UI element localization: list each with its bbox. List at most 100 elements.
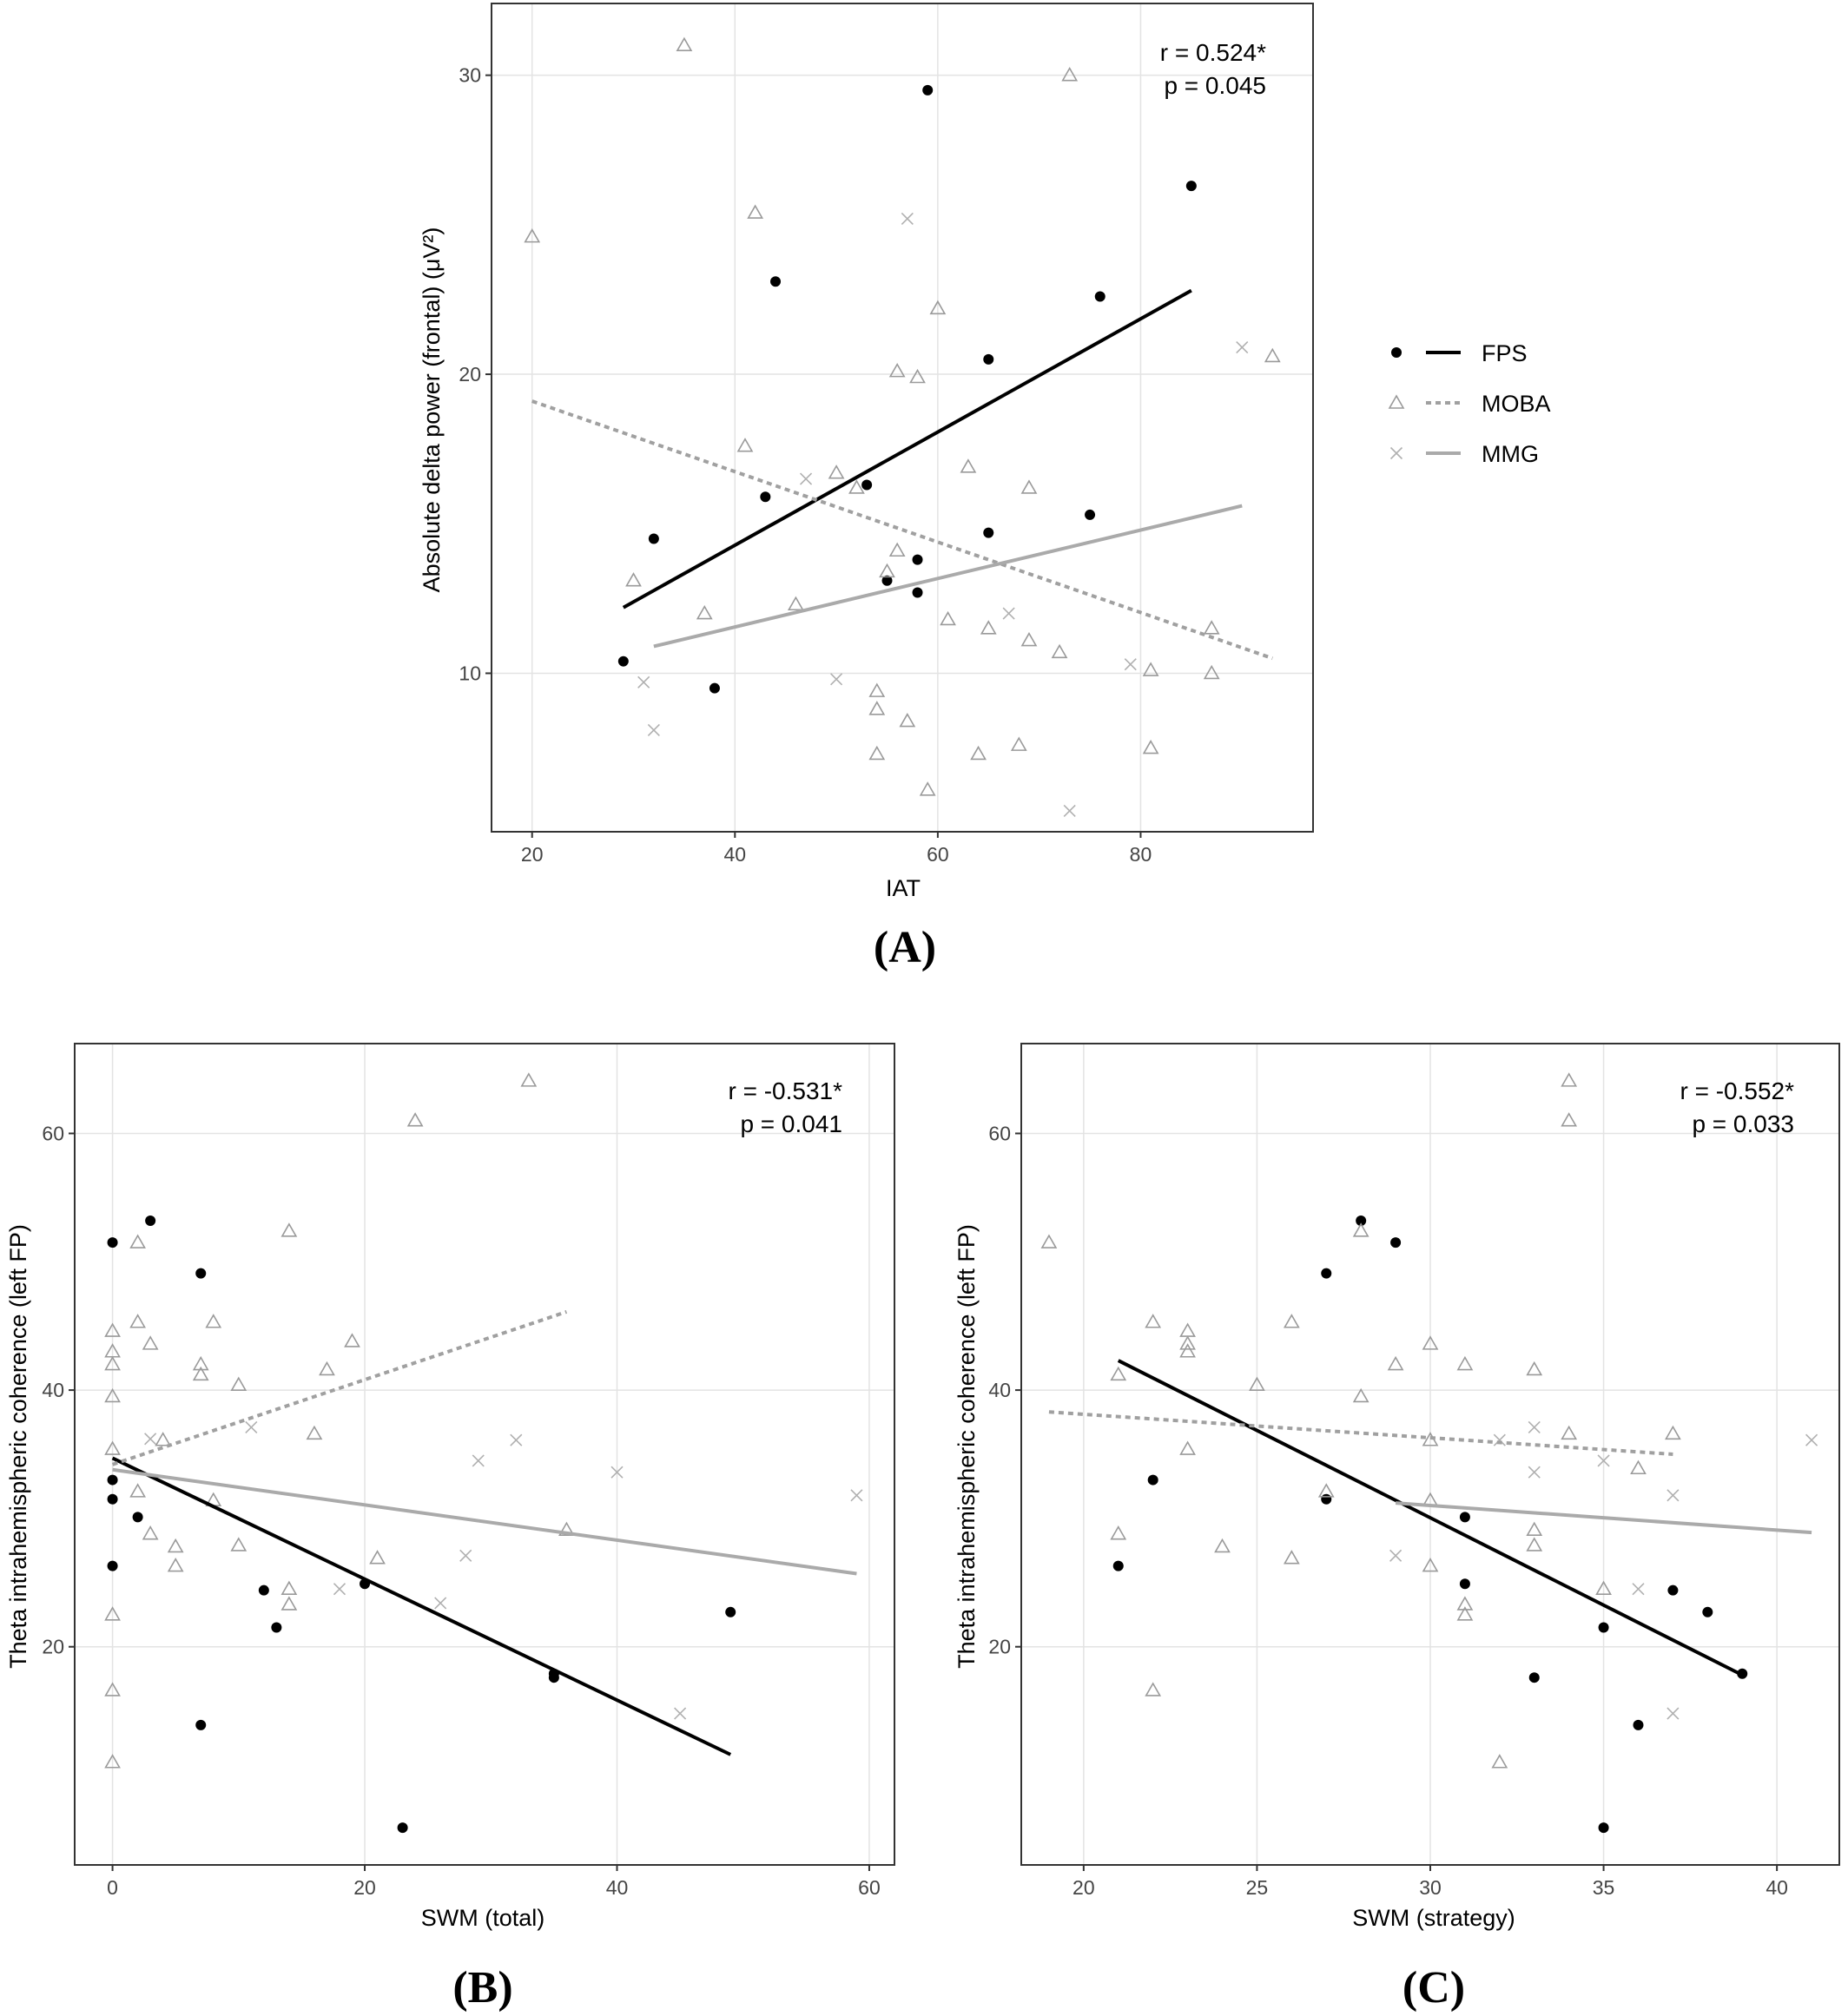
panel-b-point-moba — [230, 1376, 248, 1391]
panel-c-point-moba — [1561, 1425, 1578, 1440]
panel-c-point-moba — [1456, 1606, 1474, 1621]
panel-b-point-fps — [397, 1822, 408, 1834]
panel-a-x-axis-title: IAT — [886, 875, 921, 901]
panel-c-x-tick-label: 30 — [1419, 1876, 1442, 1899]
panel-a-x-tick-label: 40 — [723, 843, 746, 866]
panel-c-x-tick-label: 35 — [1593, 1876, 1615, 1899]
panel-c-x-tick-label: 20 — [1072, 1876, 1095, 1899]
panel-b-point-fps — [107, 1474, 118, 1486]
panel-a-point-fps — [881, 575, 893, 586]
panel-b-x-axis-title: SWM (total) — [421, 1905, 545, 1931]
panel-a-point-fps — [617, 656, 629, 667]
panel-b-point-fps — [195, 1719, 207, 1730]
panel-c-point-moba — [1352, 1387, 1370, 1403]
panel-a-point-fps — [1085, 509, 1096, 520]
panel-b: 0 20 40 60 20 40 60 r = -0.531* p = 0.041 SWM … — [5, 1043, 895, 2013]
panel-a-point-moba — [940, 610, 956, 626]
panel-a-point-moba — [787, 596, 804, 611]
panel-b-point-mmg — [434, 1597, 447, 1610]
panel-c-point-fps — [1321, 1493, 1332, 1505]
panel-c-caption: (C) — [1402, 1963, 1465, 2013]
panel-c-point-mmg — [1805, 1433, 1818, 1446]
panel-b-point-moba — [205, 1314, 222, 1328]
panel-a-point-moba — [696, 604, 713, 620]
legend-marker-moba — [1388, 394, 1405, 409]
panel-b-point-mmg — [459, 1549, 472, 1562]
panel-b-x-tick-label: 20 — [353, 1876, 376, 1899]
panel-a-point-mmg — [1002, 607, 1015, 620]
panel-a-point-fps — [912, 587, 923, 598]
panel-c-point-fps — [1633, 1719, 1644, 1730]
panel-b-x-tick-label: 0 — [107, 1876, 118, 1899]
panel-a-caption: (A) — [874, 923, 936, 972]
panel-b-point-fps — [145, 1215, 156, 1226]
panel-a-fit-line-fps — [622, 288, 1192, 609]
panel-b-point-mmg — [245, 1420, 258, 1434]
panel-c-point-moba — [1595, 1580, 1612, 1596]
panel-b-point-fps — [271, 1622, 282, 1633]
panel-b-point-moba — [280, 1596, 298, 1611]
panel-b-point-moba — [406, 1112, 424, 1127]
panel-a-point-moba — [1010, 736, 1027, 751]
panel-c-point-moba — [1456, 1596, 1474, 1611]
panel-a-point-moba — [960, 458, 977, 473]
panel-b-point-mmg — [674, 1707, 687, 1720]
panel-a-point-fps — [983, 527, 994, 538]
panel-b-point-moba — [558, 1521, 575, 1537]
panel-c-point-mmg — [1493, 1433, 1506, 1446]
panel-b-y-tick-label: 20 — [42, 1636, 64, 1658]
panel-c-x-tick-label: 25 — [1246, 1876, 1269, 1899]
panel-b-point-moba — [104, 1322, 121, 1337]
panel-b-point-fps — [107, 1237, 118, 1248]
panel-c-point-moba — [1179, 1322, 1196, 1337]
panel-a-point-moba — [736, 438, 754, 452]
panel-b-y-axis-title: Theta intrahemispheric coherence (left F… — [5, 1224, 31, 1669]
panel-a-point-mmg — [647, 723, 660, 736]
panel-a-plot-area: 20 40 60 80 10 20 30 — [459, 3, 1314, 866]
panel-b-point-fps — [107, 1493, 118, 1505]
panel-a-point-moba — [1051, 643, 1068, 659]
panel-a-point-moba — [1203, 664, 1220, 680]
panel-a-point-moba — [676, 36, 693, 52]
panel-c-point-moba — [1317, 1483, 1335, 1498]
legend: FPS MOBA MMG — [1388, 340, 1551, 467]
panel-c-point-moba — [1422, 1335, 1439, 1350]
panel-a-point-moba — [899, 712, 916, 728]
panel-c-point-moba — [1179, 1440, 1196, 1455]
legend-label-fps: FPS — [1482, 340, 1528, 366]
panel-b-y-tick-label: 40 — [42, 1379, 64, 1401]
panel-b-point-moba — [104, 1440, 121, 1455]
panel-a-point-moba — [1020, 479, 1038, 494]
panel-c-point-fps — [1528, 1672, 1540, 1683]
panel-b-point-moba — [167, 1538, 184, 1553]
panel-a-point-moba — [868, 701, 886, 715]
panel-a-point-moba — [747, 204, 764, 219]
panel-c-y-axis-title: Theta intrahemispheric coherence (left F… — [954, 1224, 980, 1669]
panel-b-point-mmg — [850, 1489, 863, 1502]
panel-c-point-mmg — [1666, 1489, 1680, 1502]
panel-a-point-mmg — [1063, 804, 1076, 817]
panel-a-point-moba — [848, 479, 865, 494]
panel-c-point-mmg — [1632, 1583, 1645, 1596]
panel-a-fit-line-moba — [531, 399, 1273, 661]
panel-b-frame — [74, 1043, 895, 1866]
panel-c-point-moba — [1456, 1355, 1474, 1371]
panel-c-stat-p: p = 0.033 — [1692, 1110, 1794, 1137]
panel-c-point-moba — [1214, 1538, 1231, 1553]
panel-b-point-moba — [167, 1557, 184, 1572]
panel-b-x-tick-label: 60 — [858, 1876, 881, 1899]
panel-a-y-tick-label: 10 — [459, 662, 481, 684]
panel-b-point-moba — [104, 1606, 121, 1621]
panel-a-point-moba — [868, 745, 886, 761]
panel-a-point-moba — [879, 563, 895, 578]
panel-b-fit-line-mmg — [112, 1467, 857, 1576]
panel-a-y-tick-label: 20 — [459, 363, 481, 385]
panel-b-point-moba — [344, 1333, 360, 1347]
panel-a-point-fps — [648, 533, 659, 544]
panel-c-point-mmg — [1597, 1454, 1610, 1467]
panel-c-point-moba — [1110, 1366, 1127, 1381]
legend-label-mmg: MMG — [1482, 441, 1539, 467]
panel-a-point-moba — [1142, 739, 1159, 754]
panel-a-point-fps — [983, 353, 994, 365]
